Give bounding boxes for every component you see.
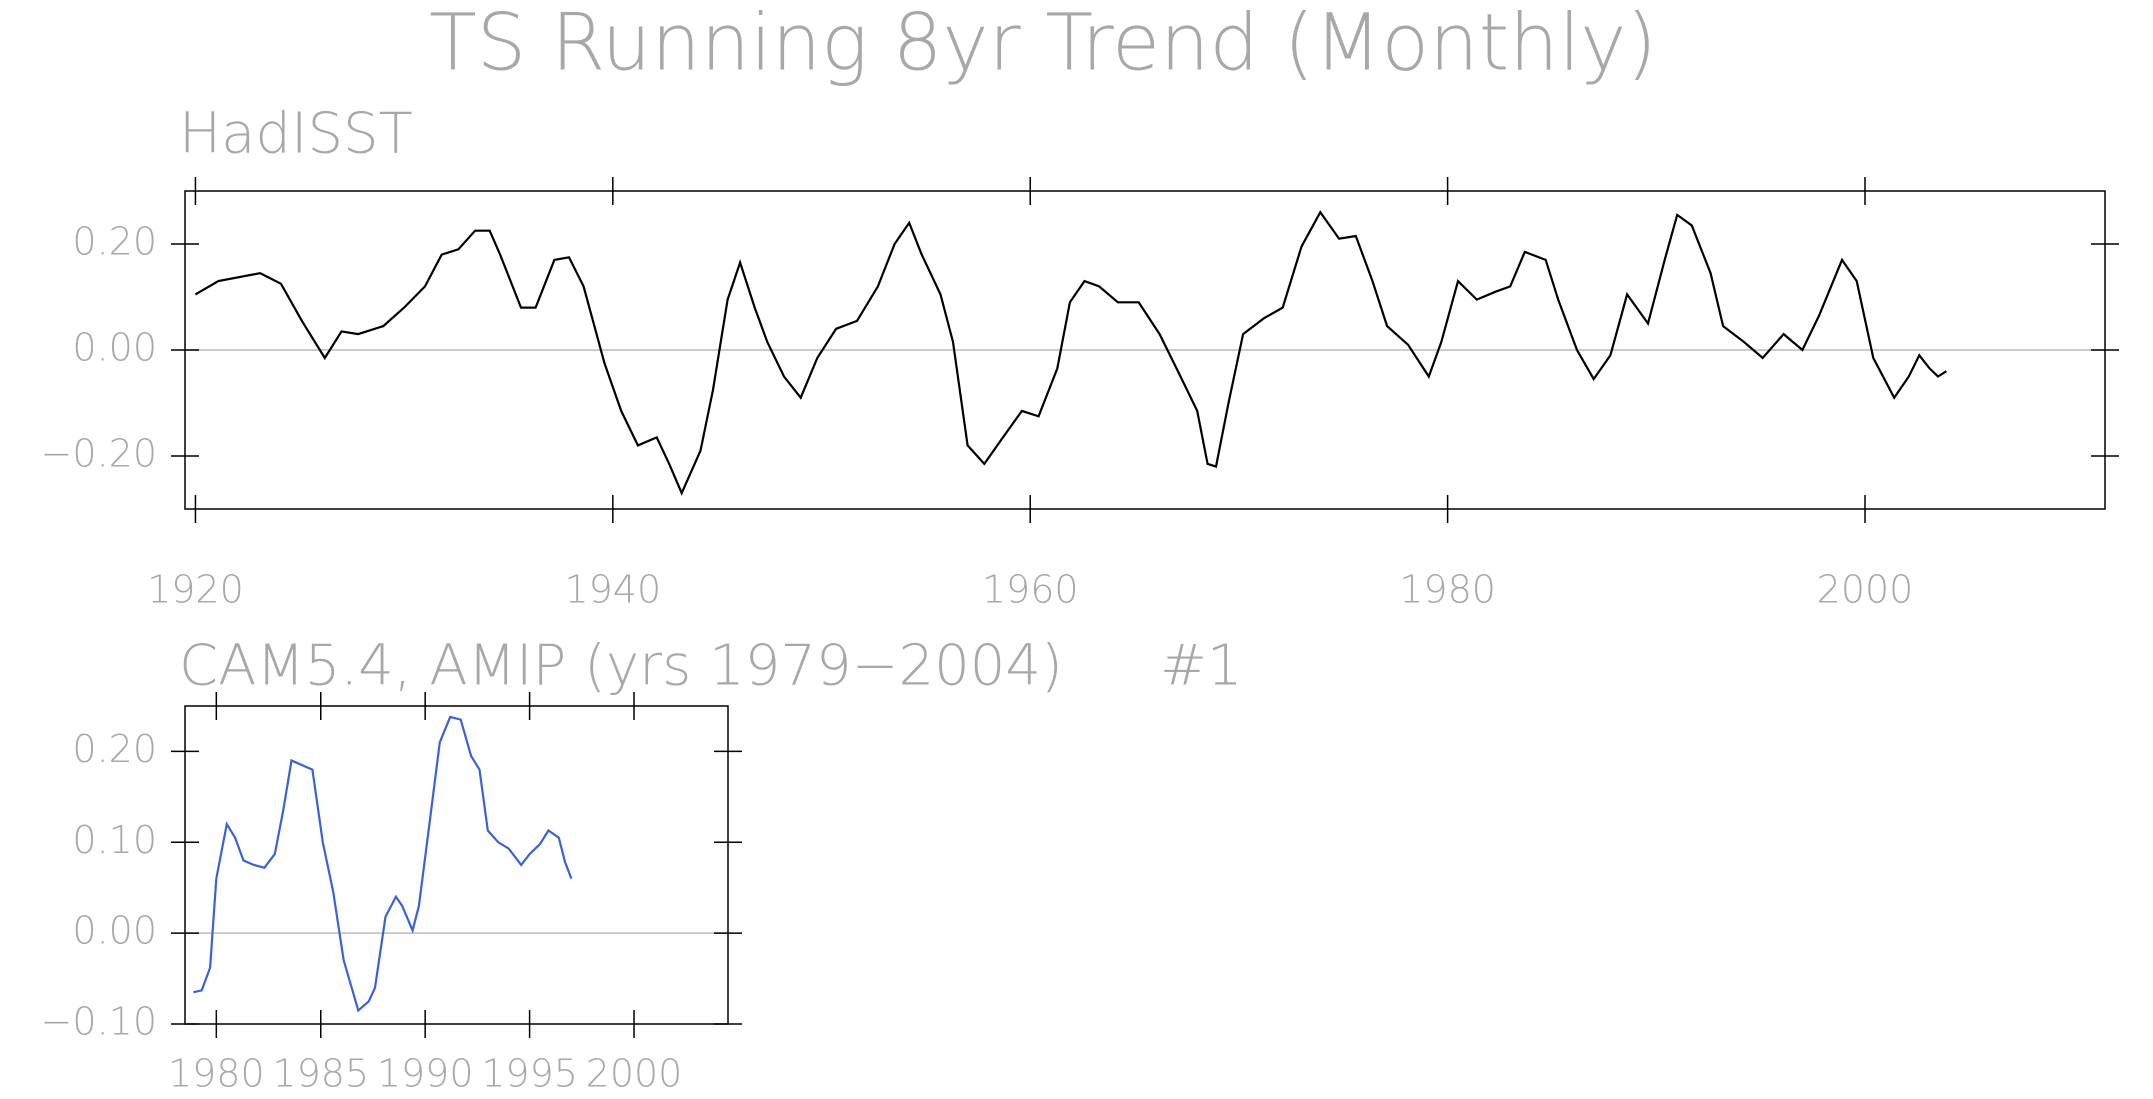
plot-frame (184, 705, 729, 1025)
y-tick-label: −0.20 (41, 432, 157, 476)
y-tick-label: 0.20 (72, 220, 157, 264)
plot-frame (184, 190, 2106, 510)
chart-note: #1 (1160, 633, 1243, 698)
x-tick-label: 1940 (564, 568, 661, 612)
x-tick-label: 1995 (481, 1052, 578, 1096)
y-tick-label: 0.00 (72, 326, 157, 370)
x-tick-label: 1980 (1399, 568, 1496, 612)
x-tick-label: 1920 (147, 568, 244, 612)
line-series (193, 715, 573, 1013)
chart-subtitle: HadISST (179, 101, 413, 166)
line-series (194, 210, 1947, 496)
y-tick-label: 0.20 (72, 727, 157, 771)
page-title: TS Running 8yr Trend (Monthly) (429, 0, 1657, 89)
x-tick-label: 1980 (168, 1052, 265, 1096)
chart-subtitle: CAM5.4, AMIP (yrs 1979−2004) (179, 633, 1063, 698)
x-tick-label: 1985 (272, 1052, 369, 1096)
y-tick-label: −0.10 (41, 1000, 157, 1044)
y-tick-label: 0.10 (72, 818, 157, 862)
x-tick-label: 1960 (982, 568, 1079, 612)
x-tick-label: 1990 (377, 1052, 474, 1096)
x-tick-label: 2000 (1817, 568, 1914, 612)
y-tick-label: 0.00 (72, 909, 157, 953)
x-tick-label: 2000 (586, 1052, 683, 1096)
